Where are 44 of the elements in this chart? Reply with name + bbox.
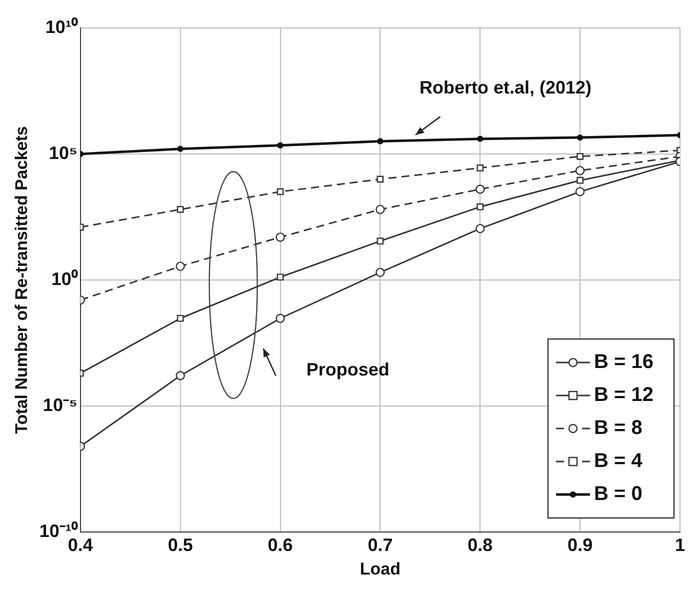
point xyxy=(477,136,484,142)
point xyxy=(376,176,384,183)
annotation: Roberto et.al, (2012) xyxy=(419,77,592,98)
point xyxy=(377,138,384,144)
legend-label: B = 16 xyxy=(594,351,654,374)
legend-label: B = 4 xyxy=(594,450,644,472)
x-tick-label: 0.5 xyxy=(168,534,193,555)
point xyxy=(575,187,585,196)
legend-label: B = 0 xyxy=(594,483,642,506)
point xyxy=(176,262,185,271)
y-axis-title: Total Number of Re-transitted Packets xyxy=(12,126,31,434)
point xyxy=(276,188,284,196)
x-tick-label: 0.9 xyxy=(568,534,593,555)
x-tick-label: 0.6 xyxy=(268,534,293,555)
point xyxy=(476,184,485,194)
point xyxy=(576,176,584,184)
point xyxy=(576,134,584,141)
point xyxy=(176,206,184,213)
x-tick-label: 0.8 xyxy=(468,534,493,555)
point xyxy=(576,153,584,160)
annotation: Proposed xyxy=(306,360,390,380)
x-tick-label: 1 xyxy=(674,534,686,555)
point xyxy=(376,268,385,278)
point xyxy=(476,203,484,210)
point xyxy=(575,166,585,176)
point xyxy=(176,314,184,322)
legend-label: B = 8 xyxy=(594,417,642,440)
point xyxy=(177,146,184,152)
point xyxy=(476,224,485,234)
point xyxy=(376,238,384,245)
y-tick-label: 10⁵ xyxy=(48,142,78,163)
point xyxy=(476,164,484,172)
x-axis-title: Load xyxy=(360,559,401,578)
y-tick-label: 10⁻⁵ xyxy=(42,394,78,415)
x-tick-label: 0.7 xyxy=(368,534,393,555)
point xyxy=(176,371,185,380)
point xyxy=(376,204,385,214)
y-tick-label: 10¹⁰ xyxy=(45,16,78,37)
point xyxy=(277,142,284,148)
legend-label: B = 12 xyxy=(594,384,654,406)
point xyxy=(276,232,285,242)
point xyxy=(276,314,285,323)
y-tick-label: 10⁰ xyxy=(51,268,78,289)
point xyxy=(276,274,284,281)
